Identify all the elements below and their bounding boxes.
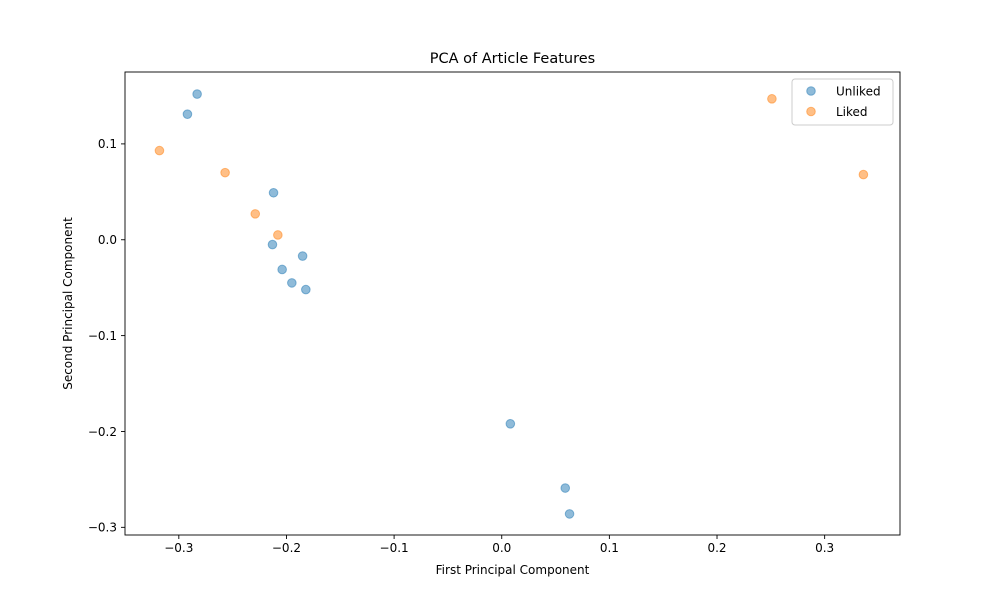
x-tick-label: 0.3 bbox=[815, 541, 834, 555]
legend-marker-unliked bbox=[806, 86, 816, 96]
y-tick-label: 0.0 bbox=[98, 233, 117, 247]
x-tick-label: 0.0 bbox=[492, 541, 511, 555]
data-point-liked bbox=[250, 209, 261, 219]
data-point-unliked bbox=[287, 278, 297, 288]
data-point-unliked bbox=[277, 264, 287, 275]
data-point-liked bbox=[220, 167, 230, 178]
chart-title: PCA of Article Features bbox=[430, 51, 595, 67]
data-point-unliked bbox=[301, 284, 311, 295]
x-tick-label: −0.2 bbox=[272, 541, 301, 555]
legend-label-unliked: Unliked bbox=[836, 84, 881, 98]
y-tick-label: −0.2 bbox=[88, 425, 117, 439]
x-tick-label: −0.1 bbox=[380, 541, 409, 555]
series-liked bbox=[154, 94, 869, 240]
data-point-unliked bbox=[268, 187, 279, 198]
data-point-unliked bbox=[564, 509, 575, 519]
y-axis-label: Second Principal Component bbox=[61, 217, 75, 390]
data-point-liked bbox=[273, 230, 283, 240]
legend-marker-liked bbox=[806, 106, 816, 117]
data-point-liked bbox=[767, 94, 777, 104]
x-tick-label: 0.2 bbox=[707, 541, 726, 555]
x-axis-label: First Principal Component bbox=[436, 563, 590, 577]
legend-label-liked: Liked bbox=[836, 105, 868, 119]
data-point-unliked bbox=[560, 483, 571, 493]
axes-frame bbox=[124, 71, 901, 536]
data-point-liked bbox=[154, 145, 165, 156]
y-tick-label: −0.1 bbox=[88, 329, 117, 343]
legend: Unliked Liked bbox=[791, 78, 894, 126]
data-point-unliked bbox=[505, 419, 516, 429]
data-point-unliked bbox=[267, 239, 278, 250]
x-tick-label: 0.1 bbox=[600, 541, 619, 555]
y-tick-label: −0.3 bbox=[88, 521, 117, 535]
data-point-unliked bbox=[297, 251, 308, 261]
y-tick-label: 0.1 bbox=[98, 137, 117, 151]
series-unliked bbox=[182, 89, 575, 519]
data-point-liked bbox=[858, 169, 869, 180]
legend-box bbox=[791, 78, 894, 126]
plot-area: −0.3 −0.2 −0.1 0.0 0.1 0.2 0.3 −0.3 −0.2 −0.1 0.0 0… bbox=[88, 71, 901, 555]
data-point-unliked bbox=[192, 89, 202, 99]
data-point-unliked bbox=[182, 109, 193, 119]
x-tick-label: −0.3 bbox=[164, 541, 193, 555]
